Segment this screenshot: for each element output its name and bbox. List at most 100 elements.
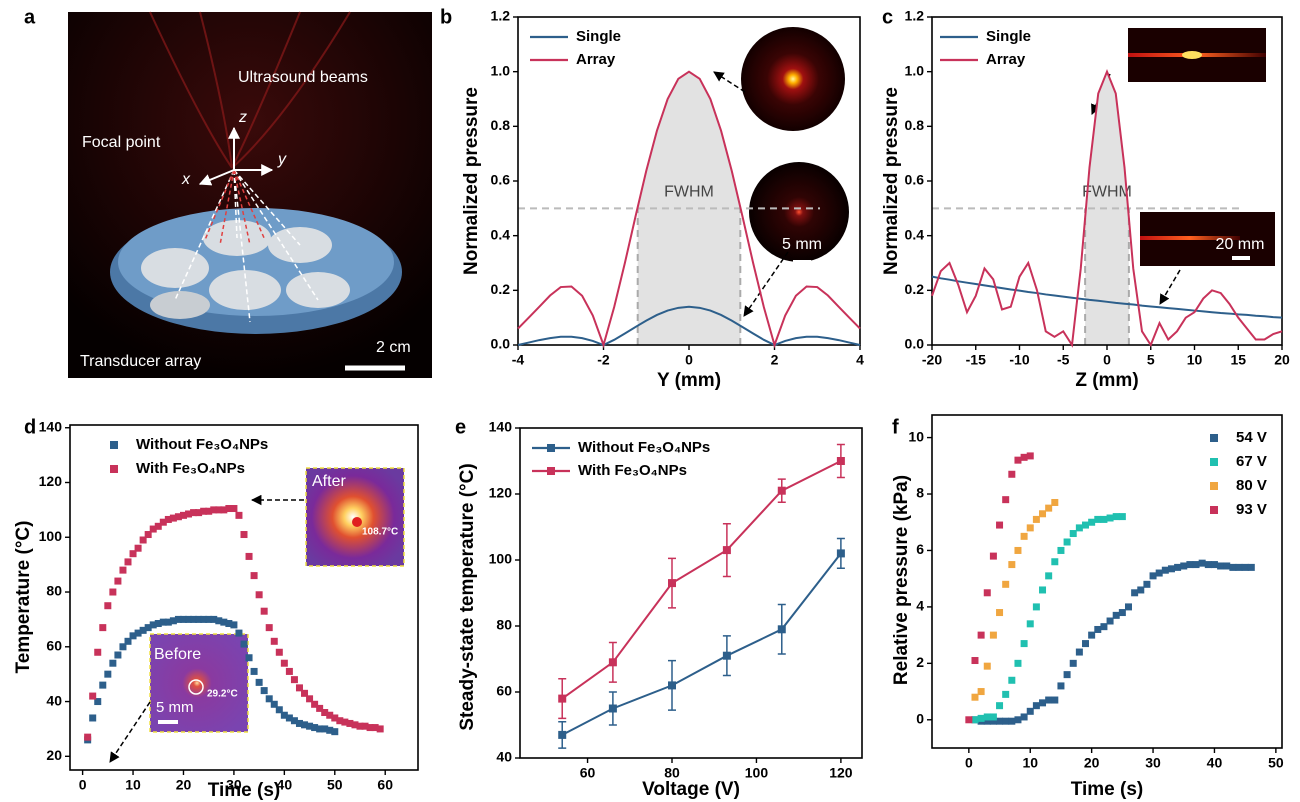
point [1119,609,1126,616]
legend-label: With Fe₃O₄NPs [136,460,245,477]
point [1039,510,1046,517]
x-tick-label: 10 [125,777,141,793]
point [1119,513,1126,520]
x-tick-label: 40 [1207,755,1223,771]
point [261,687,268,694]
x-tick-label: 30 [1145,755,1161,771]
point [1229,564,1236,571]
point [1014,457,1021,464]
x-tick-label: 0 [965,755,973,771]
point [1076,649,1083,656]
y-tick-label: 0.4 [905,226,925,242]
legend-key [1210,482,1218,490]
point [971,657,978,664]
x-axis-title: Voltage (V) [642,779,740,800]
point [1021,533,1028,540]
point [1008,561,1015,568]
point [984,713,991,720]
point [331,728,338,735]
y-axis-title: Normalized pressure [461,87,482,275]
point [1045,505,1052,512]
point [104,602,111,609]
point [1143,581,1150,588]
x-axis-title: Y (mm) [657,370,721,391]
photo-label: y [277,151,287,168]
y-tick-label: 80 [496,617,512,633]
legend-key [110,465,118,473]
point [1100,623,1107,630]
point [1064,671,1071,678]
marker [778,625,786,633]
point [1205,561,1212,568]
x-axis-title: Time (s) [1071,779,1144,800]
y-tick-label: 0.2 [905,281,925,297]
legend-label: With Fe₃O₄NPs [578,462,687,479]
point [1082,522,1089,529]
legend-label: Array [576,51,616,68]
panel-d-insets [110,468,404,762]
point [978,715,985,722]
legend-key [1210,506,1218,514]
x-tick-label: 15 [1230,352,1246,368]
point [256,679,263,686]
x-tick-label: 20 [1274,352,1290,368]
legend-label: 93 V [1236,501,1267,518]
point [1057,682,1064,689]
marker [668,579,676,587]
x-tick-label: 0 [1103,352,1111,368]
y-tick-label: 1.2 [905,8,925,24]
panel-label: d [24,416,36,438]
y-tick-label: 1.2 [491,8,511,24]
x-tick-label: 2 [771,352,779,368]
y-tick-label: 0.4 [491,226,511,242]
y-axis-title: Relative pressure (kPa) [891,475,912,685]
point [1014,660,1021,667]
legend-key [1210,458,1218,466]
x-tick-label: 60 [580,765,596,781]
inset-label: After [312,473,346,490]
point [1014,547,1021,554]
fwhm-label: FWHM [664,184,714,201]
legend-key [110,441,118,449]
point [1137,586,1144,593]
y-tick-label: 0.0 [905,336,925,352]
marker [837,457,845,465]
point [1008,471,1015,478]
point [996,718,1003,725]
point [104,671,111,678]
point [235,630,242,637]
point [241,641,248,648]
marker [723,546,731,554]
point [1223,562,1230,569]
y-tick-label: 120 [489,485,513,501]
point [235,512,242,519]
series-line [562,461,841,699]
point [246,553,253,560]
point [1113,513,1120,520]
point [230,505,237,512]
point [94,649,101,656]
photo-label: Transducer array [80,353,201,370]
y-tick-label: 0.8 [491,117,511,133]
x-tick-label: 0 [685,352,693,368]
point [990,553,997,560]
point [99,624,106,631]
point [241,531,248,538]
y-tick-label: 120 [39,473,63,489]
point [1131,589,1138,596]
y-tick-label: 0.8 [905,117,925,133]
y-tick-label: 100 [39,528,63,544]
y-tick-label: 20 [46,747,62,763]
point [1150,572,1157,579]
inset-label: 29.2°C [207,689,238,700]
point [246,654,253,661]
point [109,660,116,667]
legend-label: 80 V [1236,477,1267,494]
x-tick-label: -4 [512,352,525,368]
point [1008,718,1015,725]
y-tick-label: 140 [489,419,513,435]
point [1107,515,1114,522]
y-tick-label: 60 [496,683,512,699]
point [1064,538,1071,545]
point [1113,612,1120,619]
